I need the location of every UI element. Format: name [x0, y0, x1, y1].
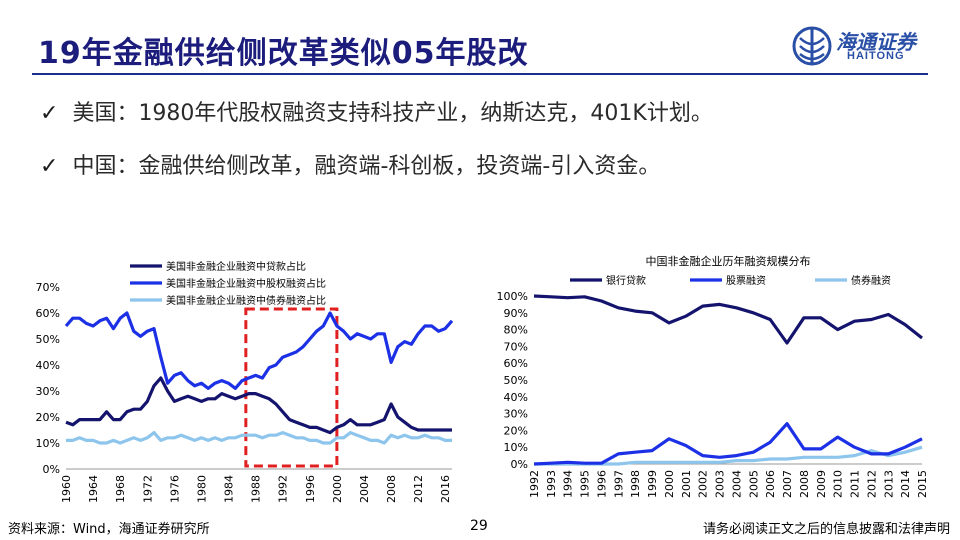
bullet-us-text: 美国：1980年代股权融资支持科技产业，纳斯达克，401K计划。: [72, 101, 713, 126]
y-tick-label: 10%: [504, 441, 528, 454]
legend-label: 银行贷款: [606, 274, 646, 287]
y-tick-label: 20%: [504, 424, 528, 437]
legend-label: 债券融资: [851, 274, 891, 287]
legend-label: 美国非金融企业融资中贷款占比: [166, 260, 306, 273]
x-tick-label: 1980: [195, 475, 208, 503]
bullet-china: ✓ 中国：金融供给侧改革，融资端-科创板，投资端-引入资金。: [40, 148, 660, 180]
x-tick-label: 2009: [815, 470, 828, 498]
logo-name: 海通证券: [836, 30, 916, 54]
x-tick-label: 1998: [629, 470, 642, 498]
series-line: [65, 376, 452, 435]
x-tick-label: 2013: [882, 470, 895, 498]
x-tick-label: 2000: [331, 475, 344, 503]
x-tick-label: 1996: [595, 470, 608, 498]
slide-title: 19年金融供给侧改革类似05年股改: [38, 36, 529, 71]
x-tick-label: 2014: [899, 470, 912, 498]
x-tick-label: 1994: [562, 470, 575, 498]
x-tick-label: 2015: [916, 470, 929, 498]
china-financing-chart: 中国非金融企业历年融资规模分布 0% 10% 20% 30% 40% 50% 60% 70% 80…: [497, 254, 929, 498]
x-tick-label: 2005: [747, 470, 760, 498]
bullet-china-text: 中国：金融供给侧改革，融资端-科创板，投资端-引入资金。: [72, 154, 661, 179]
y-tick-label: 70%: [504, 340, 528, 353]
bullet-us: ✓ 美国：1980年代股权融资支持科技产业，纳斯达克，401K计划。: [40, 95, 713, 127]
x-tick-label: 2001: [680, 470, 693, 498]
x-tick-label: 2004: [358, 475, 371, 503]
y-tick-label: 90%: [504, 307, 528, 320]
x-tick-label: 1976: [168, 475, 181, 503]
y-tick-label: 50%: [504, 374, 528, 387]
highlight-box: [244, 307, 339, 468]
source-note: 资料来源：Wind，海通证券研究所: [8, 522, 210, 537]
x-tick-label: 1999: [646, 470, 659, 498]
y-tick-label: 20%: [36, 411, 60, 424]
y-tick-label: 30%: [504, 408, 528, 421]
logo-en: HAITONG: [847, 50, 905, 62]
title-divider: [32, 73, 928, 75]
y-tick-label: 60%: [504, 357, 528, 370]
x-tick-label: 2002: [697, 470, 710, 498]
y-tick-label: 40%: [504, 391, 528, 404]
x-tick-label: 1997: [612, 470, 625, 498]
x-tick-label: 1988: [250, 475, 263, 503]
y-tick-label: 60%: [36, 307, 60, 320]
page-number: 29: [470, 518, 488, 534]
series-line: [66, 431, 452, 445]
x-tick-label: 1960: [60, 475, 73, 503]
y-tick-label: 40%: [36, 359, 60, 372]
series-line: [533, 294, 923, 345]
legend-label: 美国非金融企业融资中股权融资占比: [166, 277, 326, 290]
y-tick-label: 50%: [36, 333, 60, 346]
legend-label: 股票融资: [726, 275, 766, 287]
x-tick-label: 1984: [223, 475, 236, 503]
y-tick-label: 0%: [511, 458, 528, 471]
y-tick-label: 30%: [36, 385, 60, 398]
x-tick-label: 2011: [849, 470, 862, 498]
x-tick-label: 1964: [87, 475, 100, 503]
x-tick-label: 1993: [545, 470, 558, 498]
series-line: [64, 311, 454, 390]
x-tick-label: 2007: [781, 470, 794, 498]
x-tick-label: 2012: [865, 470, 878, 498]
check-icon: ✓: [40, 101, 59, 126]
x-tick-label: 2004: [730, 470, 743, 498]
x-tick-label: 1995: [579, 470, 592, 498]
chart-title: 中国非金融企业历年融资规模分布: [646, 254, 811, 268]
x-tick-label: 2003: [714, 470, 727, 498]
y-tick-label: 0%: [43, 463, 60, 476]
y-tick-label: 80%: [504, 324, 528, 337]
x-tick-label: 2000: [663, 470, 676, 498]
x-tick-label: 1992: [528, 470, 541, 498]
x-tick-label: 2012: [412, 475, 425, 503]
x-tick-label: 2008: [385, 475, 398, 503]
x-tick-label: 2006: [764, 470, 777, 498]
x-tick-label: 2010: [832, 470, 845, 498]
x-tick-label: 2008: [798, 470, 811, 498]
disclaimer: 请务必阅读正文之后的信息披露和法律声明: [702, 522, 950, 537]
y-tick-label: 70%: [36, 281, 60, 294]
legend-label: 美国非金融企业融资中债券融资占比: [166, 294, 326, 307]
check-icon: ✓: [40, 154, 59, 179]
haitong-logo-icon: [792, 26, 832, 66]
x-tick-label: 1972: [141, 475, 154, 503]
x-tick-label: 1968: [114, 475, 127, 503]
x-tick-label: 1996: [304, 475, 317, 503]
y-tick-label: 10%: [36, 437, 60, 450]
x-tick-label: 2016: [439, 475, 452, 503]
x-tick-label: 1992: [277, 475, 290, 503]
series-line: [533, 422, 923, 466]
y-tick-label: 100%: [497, 290, 528, 303]
us-financing-chart: 0% 10% 20% 30% 40% 50% 60% 70% 1960 1964 1968 1972 1…: [36, 260, 454, 503]
